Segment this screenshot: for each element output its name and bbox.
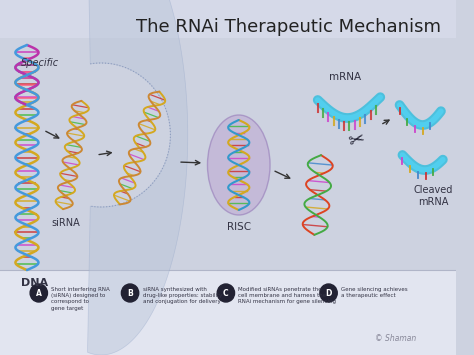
Bar <box>0 270 456 355</box>
Text: A: A <box>36 289 42 297</box>
Text: C: C <box>223 289 229 297</box>
Ellipse shape <box>208 115 270 215</box>
Text: Gene silencing achieves
a therapeutic effect: Gene silencing achieves a therapeutic ef… <box>341 287 408 298</box>
Text: B: B <box>127 289 133 297</box>
Text: DNA: DNA <box>21 278 48 288</box>
Text: ✂: ✂ <box>346 129 366 151</box>
Text: mRNA: mRNA <box>328 72 361 82</box>
Text: The RNAi Therapeutic Mechanism: The RNAi Therapeutic Mechanism <box>137 18 441 36</box>
Circle shape <box>320 284 337 302</box>
Text: siRNA: siRNA <box>51 218 80 228</box>
Text: siRNA synthesized with
drug-like properties: stability
and conjugation for deliv: siRNA synthesized with drug-like propert… <box>143 287 222 304</box>
Text: RISC: RISC <box>227 222 251 232</box>
Text: D: D <box>325 289 332 297</box>
Bar <box>0 0 456 38</box>
Text: Modified siRNAs penetrate the
cell membrane and harness the
RNAi mechanism for g: Modified siRNAs penetrate the cell membr… <box>238 287 337 304</box>
Circle shape <box>217 284 235 302</box>
Text: Short interfering RNA
(siRNA) designed to
correspond to
gene target: Short interfering RNA (siRNA) designed t… <box>51 287 110 311</box>
Circle shape <box>121 284 139 302</box>
Text: Cleaved
mRNA: Cleaved mRNA <box>413 185 453 207</box>
Circle shape <box>30 284 47 302</box>
Text: Specific: Specific <box>21 58 59 68</box>
PathPatch shape <box>88 0 188 355</box>
Text: © Shaman: © Shaman <box>375 334 417 343</box>
